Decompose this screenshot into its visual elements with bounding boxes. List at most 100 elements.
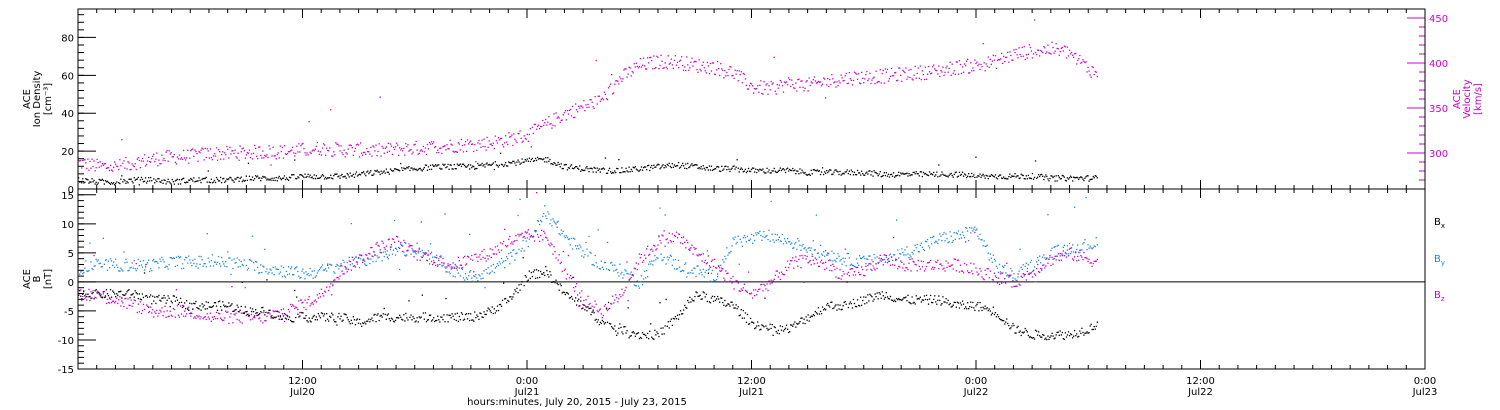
velocity-series-point <box>116 165 118 167</box>
bz-series-point <box>818 265 821 267</box>
velocity-series-point <box>900 74 902 76</box>
bz-series-point <box>296 307 298 309</box>
bx-series-point <box>1046 339 1048 341</box>
density-series-point <box>583 169 585 172</box>
velocity-series-point <box>534 123 537 125</box>
by-series-point <box>201 259 203 261</box>
velocity-series-point <box>531 126 534 128</box>
density-series-point <box>1014 173 1016 175</box>
density-series-point <box>498 164 501 166</box>
velocity-series-point <box>418 152 420 154</box>
bz-series-point <box>1009 274 1011 276</box>
bz-series-point <box>132 302 134 304</box>
density-series-point <box>460 165 463 168</box>
density-series-point <box>251 176 254 178</box>
bz-series-point <box>911 258 913 260</box>
bx-series-point <box>528 270 530 272</box>
by-series-point <box>469 233 471 236</box>
bx-series-point <box>780 329 783 331</box>
bx-series-point <box>568 297 571 299</box>
by-series-point <box>162 259 164 261</box>
by-series-point <box>1053 246 1055 248</box>
by-series-point <box>746 235 749 237</box>
bx-series-point <box>364 321 366 323</box>
bz-series-point <box>562 250 564 253</box>
velocity-series-point <box>815 82 818 84</box>
velocity-series-point <box>524 137 526 140</box>
bx-series-point <box>800 317 802 319</box>
by-series-point <box>1015 279 1017 281</box>
bz-series-point <box>1065 256 1068 258</box>
bx-series-point <box>991 312 993 314</box>
velocity-series-point <box>266 154 268 156</box>
density-series-point <box>779 167 781 169</box>
bz-series-point <box>429 253 432 255</box>
velocity-series-point <box>755 88 757 90</box>
bx-series-point <box>592 309 594 311</box>
bz-series-point <box>844 248 846 250</box>
by-series-point <box>629 273 631 275</box>
velocity-series-point <box>244 157 246 159</box>
bz-series-point <box>124 298 126 300</box>
bz-series-point <box>865 265 867 267</box>
bz-series-point <box>213 316 216 318</box>
velocity-series-point <box>936 70 938 72</box>
by-series-point <box>908 256 910 259</box>
bx-series-point <box>187 308 189 310</box>
by-series-point <box>704 271 706 273</box>
by-series-point <box>127 270 129 272</box>
density-series-point <box>99 179 101 181</box>
density-series-point <box>631 170 633 172</box>
velocity-series-point <box>510 136 512 138</box>
velocity-series-point <box>249 156 252 159</box>
bx-series-point <box>652 337 654 340</box>
velocity-label-line2: Velocity <box>1462 79 1473 118</box>
by-series-point <box>110 260 113 262</box>
bz-series-point <box>529 236 531 238</box>
bx-series-point <box>750 321 753 323</box>
density-series-point <box>994 174 997 176</box>
bx-series-point <box>399 314 401 316</box>
bx-series-point <box>700 298 702 300</box>
by-series-point <box>569 244 572 246</box>
velocity-series-point <box>1046 51 1048 53</box>
bz-series-point <box>889 264 892 266</box>
velocity-series-point <box>832 78 834 80</box>
by-series-point <box>425 259 428 261</box>
bz-series-point <box>640 253 643 256</box>
density-series-point <box>329 177 331 179</box>
bx-series-point <box>793 323 795 325</box>
by-series-point <box>374 253 376 256</box>
density-series-point <box>555 164 557 166</box>
bx-series-point <box>785 324 788 326</box>
by-series-point <box>527 245 529 248</box>
velocity-series-point <box>481 139 483 141</box>
velocity-series-point <box>149 160 151 163</box>
velocity-series-point <box>98 166 100 168</box>
by-series-point <box>800 249 802 251</box>
bx-series-point <box>331 312 333 314</box>
by-series-point <box>424 252 427 254</box>
by-series-point <box>643 270 646 272</box>
bx-series-point <box>311 317 313 319</box>
bz-series-point <box>503 240 505 243</box>
density-series-point <box>871 171 873 173</box>
density-series-point <box>590 167 592 169</box>
density-series-point <box>492 162 494 164</box>
bx-series-point <box>219 300 221 302</box>
by-series-point <box>654 255 656 257</box>
density-series-point <box>156 180 158 183</box>
density-series-point <box>173 183 175 185</box>
by-series-point <box>352 265 354 267</box>
bz-series-point <box>268 311 270 314</box>
by-series-point <box>370 258 372 260</box>
velocity-series-point <box>378 143 380 145</box>
bz-series-point <box>550 242 552 244</box>
bz-series-point <box>190 315 192 317</box>
bz-series-point <box>741 289 743 291</box>
bz-series-point <box>372 255 374 258</box>
by-series-point <box>771 233 773 235</box>
by-series-point <box>571 248 574 250</box>
velocity-series-point <box>280 150 282 153</box>
